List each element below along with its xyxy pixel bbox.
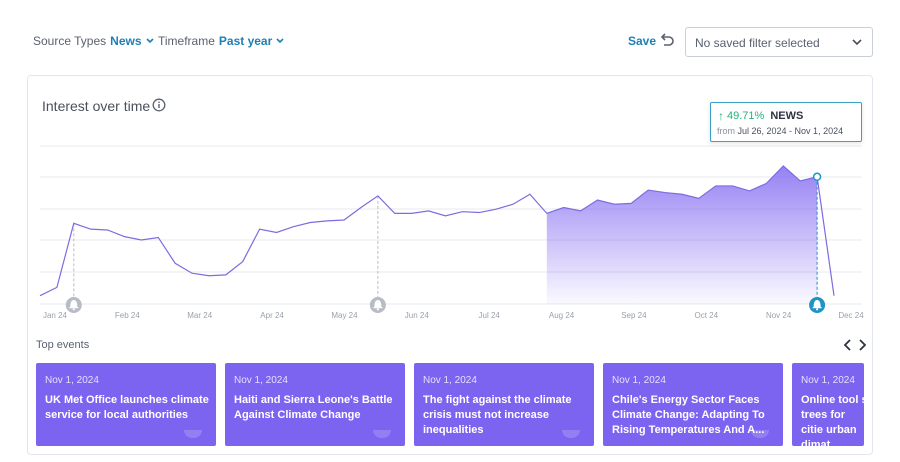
card-cue [751,430,769,438]
x-tick-label: Jul 24 [479,311,501,320]
x-tick-label: Feb 24 [115,311,140,320]
event-title: Chile's Energy Sector Faces Climate Chan… [612,394,765,436]
interest-over-time-card: Interest over time Jan 24 Feb 24 Mar 24 Apr… [27,75,873,455]
source-types-label: Source Types [33,34,107,48]
chevron-down-icon [850,35,864,49]
source-types-value: News [110,34,142,48]
x-tick-label: Jun 24 [405,311,430,320]
tooltip-date-range: Jul 26, 2024 - Nov 1, 2024 [737,126,844,136]
bell-icon[interactable] [809,297,826,313]
event-card[interactable]: Nov 1, 2024 Chile's Energy Sector Faces … [603,363,783,446]
tooltip-change: 49.71% [727,110,765,122]
x-tick-label: Aug 24 [549,311,575,320]
event-card[interactable]: Nov 1, 2024 Online tool s trees for citi… [792,363,864,446]
filter-bar: Source Types News Timeframe Past year Sa… [0,0,900,70]
event-title: The fight against the climate crisis mus… [423,394,572,436]
x-tick-label: Sep 24 [621,311,647,320]
arrow-up-icon: ↑ [718,109,724,123]
x-tick-label: Apr 24 [260,311,284,320]
interest-chart[interactable]: Jan 24 Feb 24 Mar 24 Apr 24 May 24 Jun 24 Jul … [28,76,874,336]
timeframe-value: Past year [218,34,273,48]
chevron-down-icon [145,36,154,46]
events-carousel: Nov 1, 2024 UK Met Office launches clima… [36,363,864,446]
card-cue [562,430,580,438]
bell-icon[interactable] [369,297,386,313]
x-tick-label: Oct 24 [694,311,718,320]
x-tick-label: Mar 24 [187,311,212,320]
saved-filter-value: No saved filter selected [695,36,820,50]
event-date: Nov 1, 2024 [423,375,477,386]
saved-filter-select[interactable]: No saved filter selected [685,27,873,57]
chevron-down-icon [276,36,284,46]
event-title: UK Met Office launches climate service f… [45,394,209,421]
card-cue [373,430,391,438]
card-cue [184,430,202,438]
info-icon[interactable] [152,98,166,112]
selected-point-marker[interactable] [812,172,822,182]
event-date: Nov 1, 2024 [234,375,288,386]
timeframe-filter[interactable]: Timeframe Past year [158,34,284,48]
chevron-right-icon[interactable] [856,338,868,352]
event-date: Nov 1, 2024 [45,375,99,386]
bell-icon[interactable] [65,297,82,313]
tooltip-series: NEWS [770,110,804,122]
x-tick-label: Jan 24 [43,311,68,320]
card-title: Interest over time [42,98,151,114]
save-button[interactable]: Save [628,34,657,48]
event-date: Nov 1, 2024 [612,375,666,386]
x-tick-label: Dec 24 [838,311,864,320]
x-tick-label: Nov 24 [766,311,792,320]
event-title: Online tool s trees for citie urban dima… [801,394,864,446]
series-line-news [39,165,835,297]
top-events-heading: Top events [36,339,90,351]
chevron-left-icon[interactable] [842,338,854,352]
event-card[interactable]: Nov 1, 2024 UK Met Office launches clima… [36,363,216,446]
event-title: Haiti and Sierra Leone's Battle Against … [234,394,393,421]
x-tick-label: May 24 [331,311,358,320]
event-card[interactable]: Nov 1, 2024 The fight against the climat… [414,363,594,446]
event-date: Nov 1, 2024 [801,375,855,386]
chart-tooltip: ↑ 49.71% NEWS from Jul 26, 2024 - Nov 1,… [710,102,862,142]
timeframe-label: Timeframe [158,34,215,48]
undo-icon[interactable] [658,32,676,50]
tooltip-from-label: from [717,126,735,136]
source-types-filter[interactable]: Source Types News [33,34,154,48]
event-card[interactable]: Nov 1, 2024 Haiti and Sierra Leone's Bat… [225,363,405,446]
highlight-area [546,165,818,304]
